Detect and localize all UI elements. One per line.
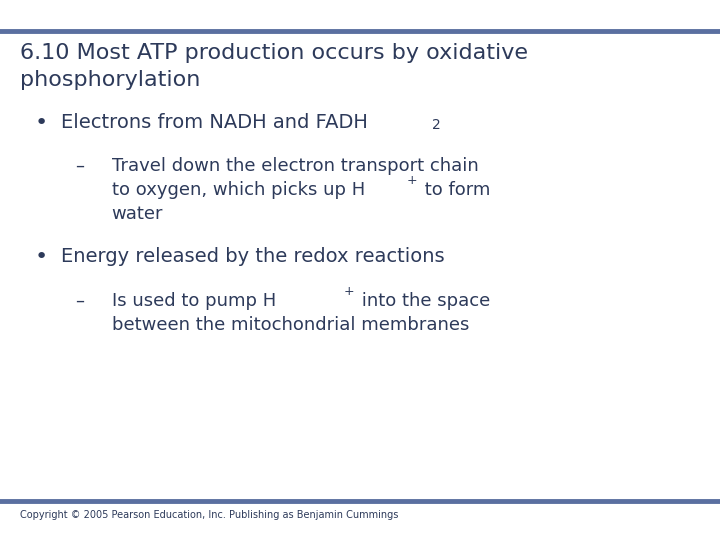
Text: water: water — [112, 205, 163, 223]
Text: •: • — [35, 247, 48, 267]
Text: into the space: into the space — [356, 292, 490, 309]
Text: phosphorylation: phosphorylation — [20, 70, 201, 90]
Text: Energy released by the redox reactions: Energy released by the redox reactions — [61, 247, 445, 266]
Text: Travel down the electron transport chain: Travel down the electron transport chain — [112, 157, 478, 174]
Text: +: + — [343, 285, 354, 298]
Text: •: • — [35, 113, 48, 133]
Text: to form: to form — [419, 181, 490, 199]
Text: Copyright © 2005 Pearson Education, Inc. Publishing as Benjamin Cummings: Copyright © 2005 Pearson Education, Inc.… — [20, 510, 399, 521]
Text: Electrons from NADH and FADH: Electrons from NADH and FADH — [61, 113, 368, 132]
Text: Is used to pump H: Is used to pump H — [112, 292, 276, 309]
Text: –: – — [76, 292, 85, 309]
Text: to oxygen, which picks up H: to oxygen, which picks up H — [112, 181, 365, 199]
Text: +: + — [407, 174, 418, 187]
Text: between the mitochondrial membranes: between the mitochondrial membranes — [112, 316, 469, 334]
Text: 2: 2 — [432, 118, 441, 132]
Text: –: – — [76, 157, 85, 174]
Text: 6.10 Most ATP production occurs by oxidative: 6.10 Most ATP production occurs by oxida… — [20, 43, 528, 63]
